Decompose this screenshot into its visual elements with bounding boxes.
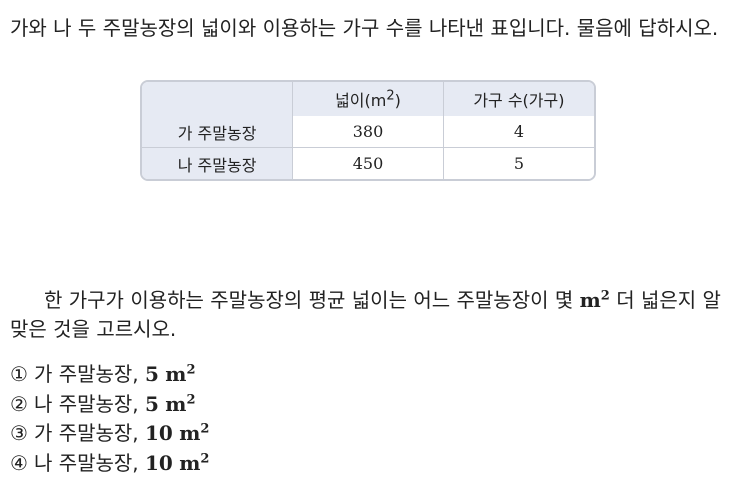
choice-unit-sup: 2	[186, 391, 196, 407]
row-farm-label: 가 주말농장	[142, 116, 294, 148]
row-farm-label: 나 주말농장	[142, 147, 294, 179]
choice-farm: 가 주말농장,	[33, 362, 139, 386]
row-households-value: 4	[442, 116, 594, 148]
data-table: 넓이(m2) 가구 수(가구) 가 주말농장 380 4 나 주말농장 450 …	[140, 80, 596, 181]
problem-intro: 가와 나 두 주말농장의 넓이와 이용하는 가구 수를 나타낸 표입니다. 물음…	[10, 16, 719, 40]
question-after: 더 넓은지 알맞은 것을 고르시오.	[10, 288, 721, 341]
row-households-value: 5	[442, 147, 594, 179]
header-area-sup: 2	[386, 88, 395, 104]
choice-unit: m	[165, 362, 187, 386]
choice-unit-sup: 2	[186, 362, 196, 378]
table-row: 가 주말농장 380 4	[142, 116, 594, 148]
choice-number: ④	[10, 450, 28, 475]
choice-farm: 가 주말농장,	[33, 421, 139, 445]
table-row: 나 주말농장 450 5	[142, 147, 594, 179]
question-unit: m	[579, 288, 601, 312]
header-blank	[142, 82, 294, 116]
header-households: 가구 수(가구)	[442, 82, 594, 116]
choice-unit: m	[179, 421, 201, 445]
question-before: 한 가구가 이용하는 주말농장의 평균 넓이는 어느 주말농장이 몇	[44, 288, 580, 312]
choice-value: 10	[145, 450, 173, 475]
choice-farm: 나 주말농장,	[33, 450, 139, 475]
row-area-value: 380	[292, 116, 444, 148]
header-area-base: 넓이(m	[335, 91, 387, 110]
choice-value: 5	[145, 391, 159, 416]
choice-value: 5	[145, 362, 159, 386]
header-area-close: )	[394, 91, 401, 110]
question-unit-sup: 2	[600, 288, 610, 304]
header-area: 넓이(m2)	[292, 82, 444, 116]
table-header-row: 넓이(m2) 가구 수(가구)	[142, 82, 594, 116]
choice-farm: 나 주말농장,	[33, 391, 139, 416]
choice-unit-sup: 2	[200, 450, 210, 466]
choice-number: ①	[10, 362, 28, 386]
row-area-value: 450	[292, 147, 444, 179]
choice-value: 10	[145, 421, 173, 445]
choice-unit: m	[165, 391, 187, 416]
question-text: 한 가구가 이용하는 주말농장의 평균 넓이는 어느 주말농장이 몇 m2 더 …	[10, 286, 730, 344]
choice-number: ③	[10, 421, 28, 445]
choice-unit-sup: 2	[200, 421, 210, 437]
choice-number: ②	[10, 391, 28, 416]
choice-unit: m	[179, 450, 201, 475]
